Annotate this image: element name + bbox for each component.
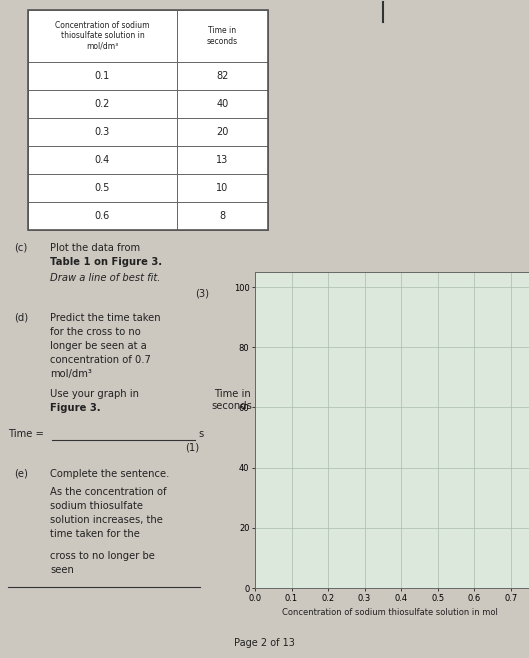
Bar — [28, 118, 177, 146]
Text: 0.3: 0.3 — [95, 127, 110, 137]
Text: Use your graph in: Use your graph in — [50, 389, 139, 399]
Bar — [28, 10, 268, 230]
Bar — [177, 146, 268, 174]
Text: Time in
seconds: Time in seconds — [207, 26, 238, 45]
Text: mol/dm³: mol/dm³ — [50, 369, 92, 379]
Bar — [177, 202, 268, 230]
Bar — [28, 174, 177, 202]
Bar — [177, 118, 268, 146]
Text: time taken for the: time taken for the — [50, 529, 140, 539]
Text: cross to no longer be: cross to no longer be — [50, 551, 155, 561]
Text: 82: 82 — [216, 71, 229, 81]
Text: concentration of 0.7: concentration of 0.7 — [50, 355, 151, 365]
Text: As the concentration of: As the concentration of — [50, 487, 167, 497]
Text: s: s — [198, 429, 203, 439]
Bar — [28, 62, 177, 90]
Bar — [28, 10, 177, 62]
Text: Time =: Time = — [8, 429, 44, 439]
Text: 40: 40 — [216, 99, 229, 109]
Bar — [28, 90, 177, 118]
Text: (c): (c) — [14, 243, 28, 253]
Text: (3): (3) — [195, 289, 209, 299]
Text: 20: 20 — [216, 127, 229, 137]
Text: Plot the data from: Plot the data from — [50, 243, 140, 253]
Text: 0.6: 0.6 — [95, 211, 110, 221]
Text: Concentration of sodium
thiosulfate solution in
mol/dm³: Concentration of sodium thiosulfate solu… — [55, 21, 150, 51]
Text: Page 2 of 13: Page 2 of 13 — [234, 638, 295, 648]
Text: seen: seen — [50, 565, 74, 575]
Text: for the cross to no: for the cross to no — [50, 327, 141, 337]
Text: Figure 3.: Figure 3. — [50, 403, 101, 413]
Text: longer be seen at a: longer be seen at a — [50, 341, 147, 351]
Bar — [177, 90, 268, 118]
Text: 0.5: 0.5 — [95, 183, 110, 193]
Bar — [28, 146, 177, 174]
Bar — [177, 10, 268, 62]
Text: Complete the sentence.: Complete the sentence. — [50, 469, 169, 479]
Text: (d): (d) — [14, 313, 28, 323]
Text: (1): (1) — [185, 443, 199, 453]
Text: 8: 8 — [220, 211, 225, 221]
Text: Predict the time taken: Predict the time taken — [50, 313, 161, 323]
Text: 0.1: 0.1 — [95, 71, 110, 81]
Text: sodium thiosulfate: sodium thiosulfate — [50, 501, 143, 511]
Text: Draw a line of best fit.: Draw a line of best fit. — [50, 273, 160, 283]
Text: solution increases, the: solution increases, the — [50, 515, 163, 525]
Bar — [28, 202, 177, 230]
Text: 0.4: 0.4 — [95, 155, 110, 165]
Bar — [177, 174, 268, 202]
Text: Table 1 on Figure 3.: Table 1 on Figure 3. — [50, 257, 162, 267]
Text: 0.2: 0.2 — [95, 99, 110, 109]
Text: 13: 13 — [216, 155, 229, 165]
Text: (e): (e) — [14, 469, 28, 479]
Bar — [177, 62, 268, 90]
Text: Time in
seconds: Time in seconds — [212, 389, 252, 411]
Text: Concentration of sodium thiosulfate solution in mol: Concentration of sodium thiosulfate solu… — [282, 608, 498, 617]
Text: 10: 10 — [216, 183, 229, 193]
